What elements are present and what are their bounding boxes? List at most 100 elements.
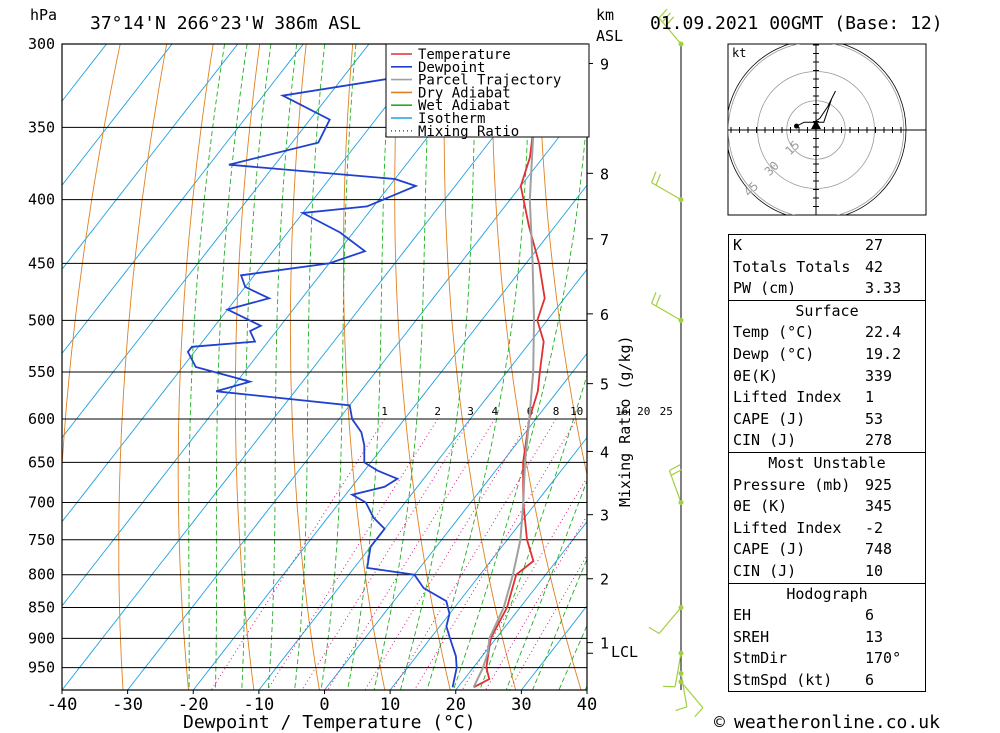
copyright-symbol: ©	[714, 712, 725, 733]
isotherm-line	[62, 44, 304, 355]
hodograph-section: Hodograph EH 6 SREH 13 StmDir 170° StmSpd (…	[728, 582, 926, 693]
surface-title: Surface	[795, 301, 859, 320]
isotherm-line	[521, 605, 587, 690]
dry-adiabat-line	[394, 44, 451, 690]
wind-barb-flag	[661, 12, 671, 23]
mixing-ratio-label: 16	[615, 405, 628, 418]
legend-label: Dry Adiabat	[418, 85, 511, 101]
km-unit-label: km	[596, 6, 614, 24]
wind-level-dot	[678, 670, 684, 676]
wind-level-dot	[678, 679, 684, 685]
mu-pressure-row: Pressure (mb) 925	[733, 475, 893, 494]
pressure-unit-label: hPa	[30, 6, 57, 24]
legend-label: Mixing Ratio	[418, 124, 519, 140]
isotherm-line	[62, 44, 435, 523]
wind-barb-flag	[650, 292, 657, 304]
legend-box	[385, 43, 590, 138]
mixing-ratio-axis-label: Mixing Ratio (g/kg)	[616, 335, 634, 507]
sreh-row: SREH 13	[733, 627, 884, 646]
wind-barb	[658, 17, 682, 45]
hodograph-title: Hodograph	[786, 584, 868, 603]
wind-level-dot	[678, 499, 684, 505]
wind-barb-flag	[675, 706, 688, 712]
website-credit[interactable]: weatheronline.co.uk	[734, 712, 940, 733]
isotherm-line	[62, 44, 370, 439]
totals-totals-value: 42	[865, 257, 884, 276]
surface-dewp-row: Dewp (°C) 19.2	[733, 344, 902, 363]
surface-thetae-row: θE(K) 339	[733, 366, 893, 385]
wet-adiabat-line	[214, 44, 248, 690]
legend-label: Isotherm	[418, 111, 485, 127]
dry-adiabat-line	[234, 44, 261, 690]
x-tick-label: 0	[319, 695, 329, 715]
mixing-ratio-label: 1	[381, 405, 388, 418]
x-tick-label: 40	[577, 695, 597, 715]
mixing-ratio-label: 20	[637, 405, 650, 418]
dry-adiabat-line	[289, 44, 320, 690]
most-unstable-section: Most Unstable Pressure (mb) 925 θE (K) 345…	[728, 451, 926, 583]
surface-section: Surface Temp (°C) 22.4 Dewp (°C) 19.2 θE(K…	[728, 299, 926, 452]
wind-barb	[651, 182, 682, 201]
k-index-value: 27	[865, 236, 884, 254]
mixing-ratio-line	[509, 554, 587, 690]
wind-barb	[680, 681, 704, 709]
dewpoint-line	[186, 44, 458, 688]
wet-adiabat-line	[373, 44, 432, 690]
wind-level-dot	[678, 605, 684, 611]
surface-cape-row: CAPE (J) 53	[733, 409, 884, 428]
wind-barb-flag	[670, 469, 682, 476]
wind-barb-flag	[648, 626, 660, 635]
pressure-tick-label: 850	[28, 599, 55, 617]
isotherm-line	[62, 44, 173, 186]
legend-label: Dewpoint	[418, 60, 485, 76]
x-tick-label: -30	[112, 695, 143, 715]
lcl-label: LCL	[611, 643, 638, 661]
wet-adiabat-line	[320, 44, 357, 690]
x-tick-label: -40	[47, 695, 78, 715]
dry-adiabat-line	[538, 44, 587, 477]
wind-level-dot	[678, 41, 684, 47]
pressure-tick-label: 550	[28, 363, 55, 381]
wind-barb	[651, 302, 682, 321]
dry-adiabat-line	[118, 44, 168, 690]
pressure-tick-label: 700	[28, 493, 55, 511]
mu-cin-row: CIN (J) 10	[733, 561, 884, 580]
surface-temp-row: Temp (°C) 22.4	[733, 323, 902, 342]
x-axis-label: Dewpoint / Temperature (°C)	[183, 712, 476, 733]
pressure-tick-label: 450	[28, 254, 55, 272]
km-tick-label: 4	[600, 443, 609, 461]
k-index-row: K 27	[729, 235, 925, 257]
pressure-tick-label: 900	[28, 629, 55, 647]
mixing-ratio-label: 25	[660, 405, 673, 418]
wind-barb-flag	[669, 464, 681, 472]
totals-totals-row: Totals Totals 42	[729, 257, 925, 279]
parcel-trajectory-line	[472, 44, 536, 688]
wind-barb-flag	[650, 171, 657, 183]
wind-barb	[668, 470, 682, 503]
mixing-ratio-label: 10	[570, 405, 583, 418]
legend-label: Wet Adiabat	[418, 98, 511, 114]
km-tick-label: 5	[600, 376, 609, 394]
mixing-ratio-line	[210, 418, 386, 690]
pressure-tick-label: 500	[28, 311, 55, 329]
x-tick-label: 30	[511, 695, 531, 715]
wind-barb-flag	[655, 294, 661, 307]
basic-indices-section: K 27 Totals Totals 42 PW (cm) 3.33	[728, 234, 926, 300]
pressure-tick-label: 300	[28, 35, 55, 53]
pressure-tick-label: 350	[28, 118, 55, 136]
x-tick-label: 10	[380, 695, 400, 715]
pressure-tick-label: 950	[28, 659, 55, 677]
wind-level-dot	[678, 650, 684, 656]
legend-label: Temperature	[418, 47, 511, 63]
mixing-ratio-line	[266, 418, 439, 690]
wind-barb-flag	[665, 16, 675, 27]
wet-adiabat-line	[400, 44, 478, 690]
surface-cin-row: CIN (J) 278	[733, 431, 893, 450]
storm-dir-row: StmDir 170°	[733, 649, 902, 668]
dry-adiabat-line	[584, 44, 587, 90]
isotherm-line	[127, 100, 587, 690]
km-tick-label: 3	[600, 507, 609, 525]
dry-adiabat-line	[62, 44, 121, 474]
pressure-tick-label: 750	[28, 531, 55, 549]
